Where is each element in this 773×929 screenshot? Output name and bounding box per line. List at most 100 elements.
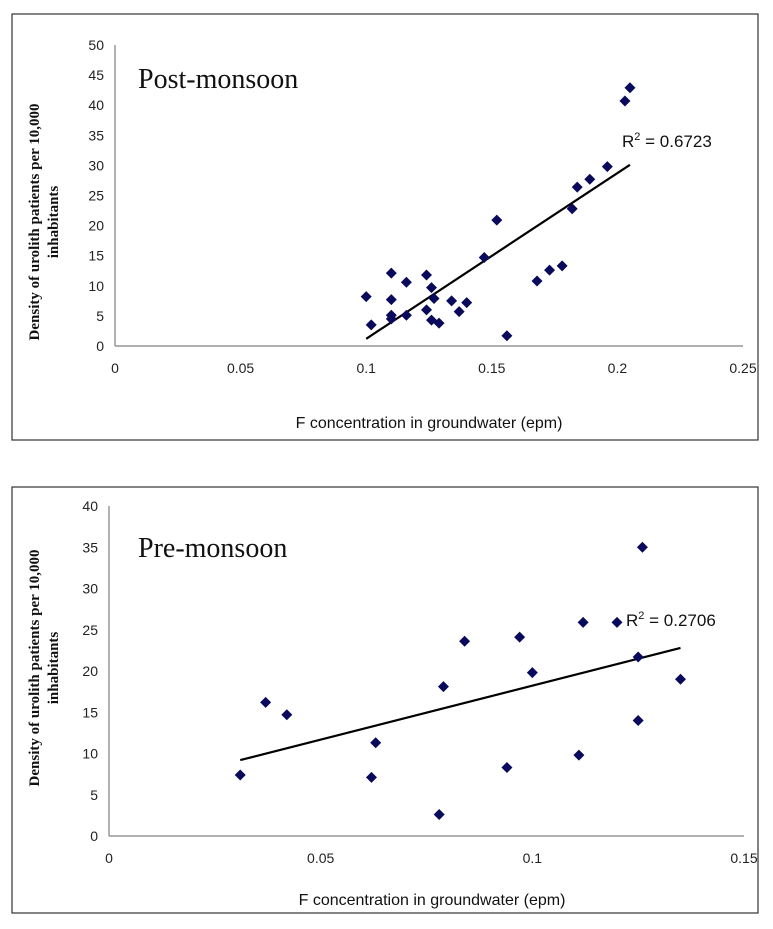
x-tick-label: 0.15	[478, 360, 505, 376]
data-point	[281, 709, 293, 721]
y-tick-label: 15	[88, 248, 104, 264]
x-axis-title: F concentration in groundwater (epm)	[299, 892, 566, 909]
data-point	[433, 809, 445, 821]
y-axis-title-line-1: Density of urolith patients per 10,000	[27, 104, 43, 341]
y-tick-label: 15	[82, 704, 98, 720]
trendline	[239, 646, 681, 762]
y-tick-label: 0	[90, 828, 98, 844]
y-tick-label: 25	[88, 188, 104, 204]
chart-panel-post-monsoon: 0 0.05 0.1 0.15 0.2 0.25 0 5 10 15 20 25 30 35 40 45 50…	[0, 0, 773, 460]
data-point	[491, 214, 503, 226]
r-squared-label: R2 = 0.2706	[626, 610, 716, 630]
y-axis-title-line-2: inhabitants	[46, 632, 62, 705]
data-point	[370, 737, 382, 749]
data-point	[566, 203, 578, 215]
data-points	[360, 82, 636, 342]
data-points	[234, 541, 686, 821]
y-tick-label: 10	[82, 746, 98, 762]
x-tick-labels: 0 0.05 0.1 0.15	[105, 850, 758, 866]
y-tick-label: 40	[88, 97, 104, 113]
data-point	[619, 95, 631, 107]
data-point	[514, 631, 526, 643]
data-point	[426, 282, 438, 294]
y-tick-label: 30	[82, 581, 98, 597]
data-point	[446, 295, 458, 307]
data-point	[400, 309, 412, 321]
data-point	[260, 696, 272, 708]
data-point	[428, 292, 440, 304]
y-tick-label: 50	[88, 37, 104, 53]
y-tick-label: 5	[90, 787, 98, 803]
data-point	[234, 769, 246, 781]
y-axis-title-line-2: inhabitants	[46, 186, 62, 259]
y-tick-label: 10	[88, 278, 104, 294]
x-tick-label: 0.1	[356, 360, 376, 376]
chart-svg-post-monsoon: 0 0.05 0.1 0.15 0.2 0.25 0 5 10 15 20 25 30 35 40 45 50…	[11, 13, 759, 441]
plot-area: 0 0.05 0.1 0.15 0 5 10 15 20 25 30 35 40	[82, 498, 757, 866]
data-point	[501, 330, 513, 342]
y-tick-label: 35	[88, 127, 104, 143]
y-axis-title-line-1: Density of urolith patients per 10,000	[27, 550, 43, 787]
y-tick-label: 20	[88, 218, 104, 234]
data-point	[420, 269, 432, 281]
y-tick-label: 25	[82, 622, 98, 638]
chart-panel-pre-monsoon: 0 0.05 0.1 0.15 0 5 10 15 20 25 30 35 40 Pre-monsoo…	[0, 468, 773, 929]
data-point	[624, 82, 636, 94]
y-tick-label: 30	[88, 157, 104, 173]
data-point	[400, 276, 412, 288]
x-axis-title: F concentration in groundwater (epm)	[296, 415, 563, 432]
data-point	[365, 771, 377, 783]
data-point	[636, 541, 648, 553]
x-tick-label: 0.15	[730, 850, 757, 866]
data-point	[544, 264, 556, 276]
data-point	[385, 313, 397, 325]
x-tick-label: 0.2	[608, 360, 628, 376]
data-point	[611, 616, 623, 628]
data-point	[675, 673, 686, 685]
data-point	[526, 667, 538, 679]
data-point	[453, 306, 465, 318]
data-point	[365, 319, 377, 331]
data-point	[461, 297, 473, 309]
data-point	[459, 635, 471, 647]
y-tick-label: 35	[82, 539, 98, 555]
plot-area: 0 0.05 0.1 0.15 0.2 0.25 0 5 10 15 20 25 30 35 40 45 50	[88, 37, 756, 376]
y-tick-labels: 0 5 10 15 20 25 30 35 40	[82, 498, 98, 844]
chart-frame	[11, 486, 759, 914]
x-tick-label: 0.05	[307, 850, 334, 866]
season-annotation: Post-monsoon	[138, 64, 298, 95]
data-point	[433, 317, 445, 329]
x-tick-label: 0	[111, 360, 119, 376]
data-point	[556, 260, 568, 272]
data-point	[437, 681, 449, 693]
data-point	[573, 749, 585, 761]
data-point	[478, 252, 490, 264]
data-point	[577, 616, 589, 628]
y-tick-label: 5	[96, 308, 104, 324]
y-tick-label: 0	[96, 338, 104, 354]
y-tick-label: 45	[88, 67, 104, 83]
data-point	[385, 267, 397, 279]
data-point	[601, 161, 613, 173]
x-tick-labels: 0 0.05 0.1 0.15 0.2 0.25	[111, 360, 757, 376]
data-point	[531, 275, 543, 287]
season-annotation: Pre-monsoon	[138, 533, 287, 564]
r-squared-label: R2 = 0.6723	[622, 131, 712, 151]
chart-svg-pre-monsoon: 0 0.05 0.1 0.15 0 5 10 15 20 25 30 35 40 Pre-monsoo…	[11, 486, 759, 914]
data-point	[360, 291, 372, 303]
x-tick-label: 0	[105, 850, 113, 866]
data-point	[571, 181, 583, 193]
data-point	[632, 651, 644, 663]
trendline	[365, 163, 631, 340]
data-point	[632, 715, 644, 726]
data-point	[584, 173, 596, 185]
x-tick-label: 0.1	[523, 850, 543, 866]
data-point	[501, 762, 513, 774]
data-point	[420, 304, 432, 316]
x-tick-label: 0.05	[227, 360, 254, 376]
y-tick-label: 20	[82, 663, 98, 679]
y-tick-label: 40	[82, 498, 98, 514]
data-point	[385, 294, 397, 306]
y-tick-labels: 0 5 10 15 20 25 30 35 40 45 50	[88, 37, 104, 354]
chart-frame	[11, 13, 759, 441]
